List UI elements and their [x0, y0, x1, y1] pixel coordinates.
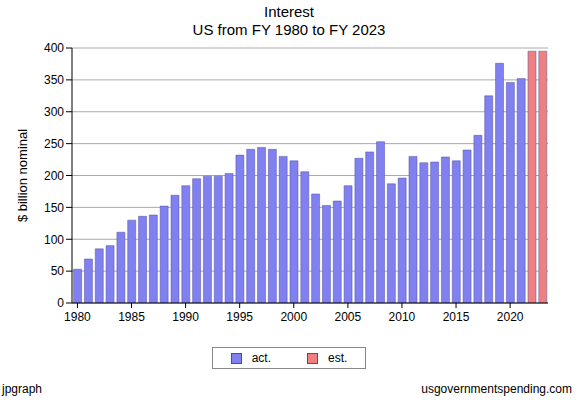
- svg-text:0: 0: [57, 296, 64, 310]
- svg-text:2020: 2020: [497, 310, 524, 324]
- svg-text:150: 150: [44, 201, 64, 215]
- svg-text:2015: 2015: [443, 310, 470, 324]
- html-text:jpgraph: jpgraph: [2, 382, 42, 396]
- svg-text:350: 350: [44, 73, 64, 87]
- html-text:est.: est.: [328, 351, 348, 365]
- html-text:usgovernmentspending.com: usgovernmentspending.com: [421, 382, 572, 396]
- svg-text:1995: 1995: [226, 310, 253, 324]
- svg-text:2010: 2010: [389, 310, 416, 324]
- svg-text:$ billion nominal: $ billion nominal: [15, 129, 30, 222]
- svg-text:1990: 1990: [172, 310, 199, 324]
- svg-text:1980: 1980: [64, 310, 91, 324]
- html-text:Interest: Interest: [264, 3, 314, 20]
- svg-text:1985: 1985: [118, 310, 145, 324]
- svg-text:50: 50: [51, 264, 65, 278]
- svg-text:2000: 2000: [280, 310, 307, 324]
- svg-text:400: 400: [44, 41, 64, 55]
- svg-text:100: 100: [44, 233, 64, 247]
- html-text:US from FY 1980 to FY 2023: US from FY 1980 to FY 2023: [192, 21, 386, 38]
- svg-text:200: 200: [44, 169, 64, 183]
- svg-text:2005: 2005: [335, 310, 362, 324]
- svg-text:250: 250: [44, 137, 64, 151]
- svg-text:300: 300: [44, 105, 64, 119]
- html-text:act.: act.: [251, 351, 271, 365]
